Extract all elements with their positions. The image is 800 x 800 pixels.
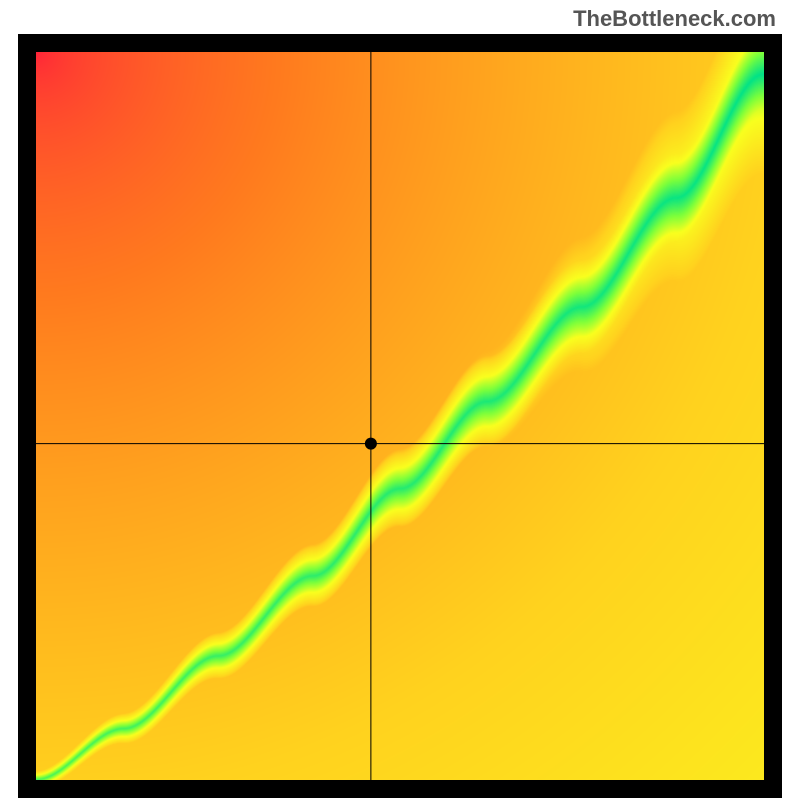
watermark-text: TheBottleneck.com — [573, 6, 776, 32]
heatmap-canvas — [36, 52, 764, 780]
chart-container: TheBottleneck.com — [0, 0, 800, 800]
